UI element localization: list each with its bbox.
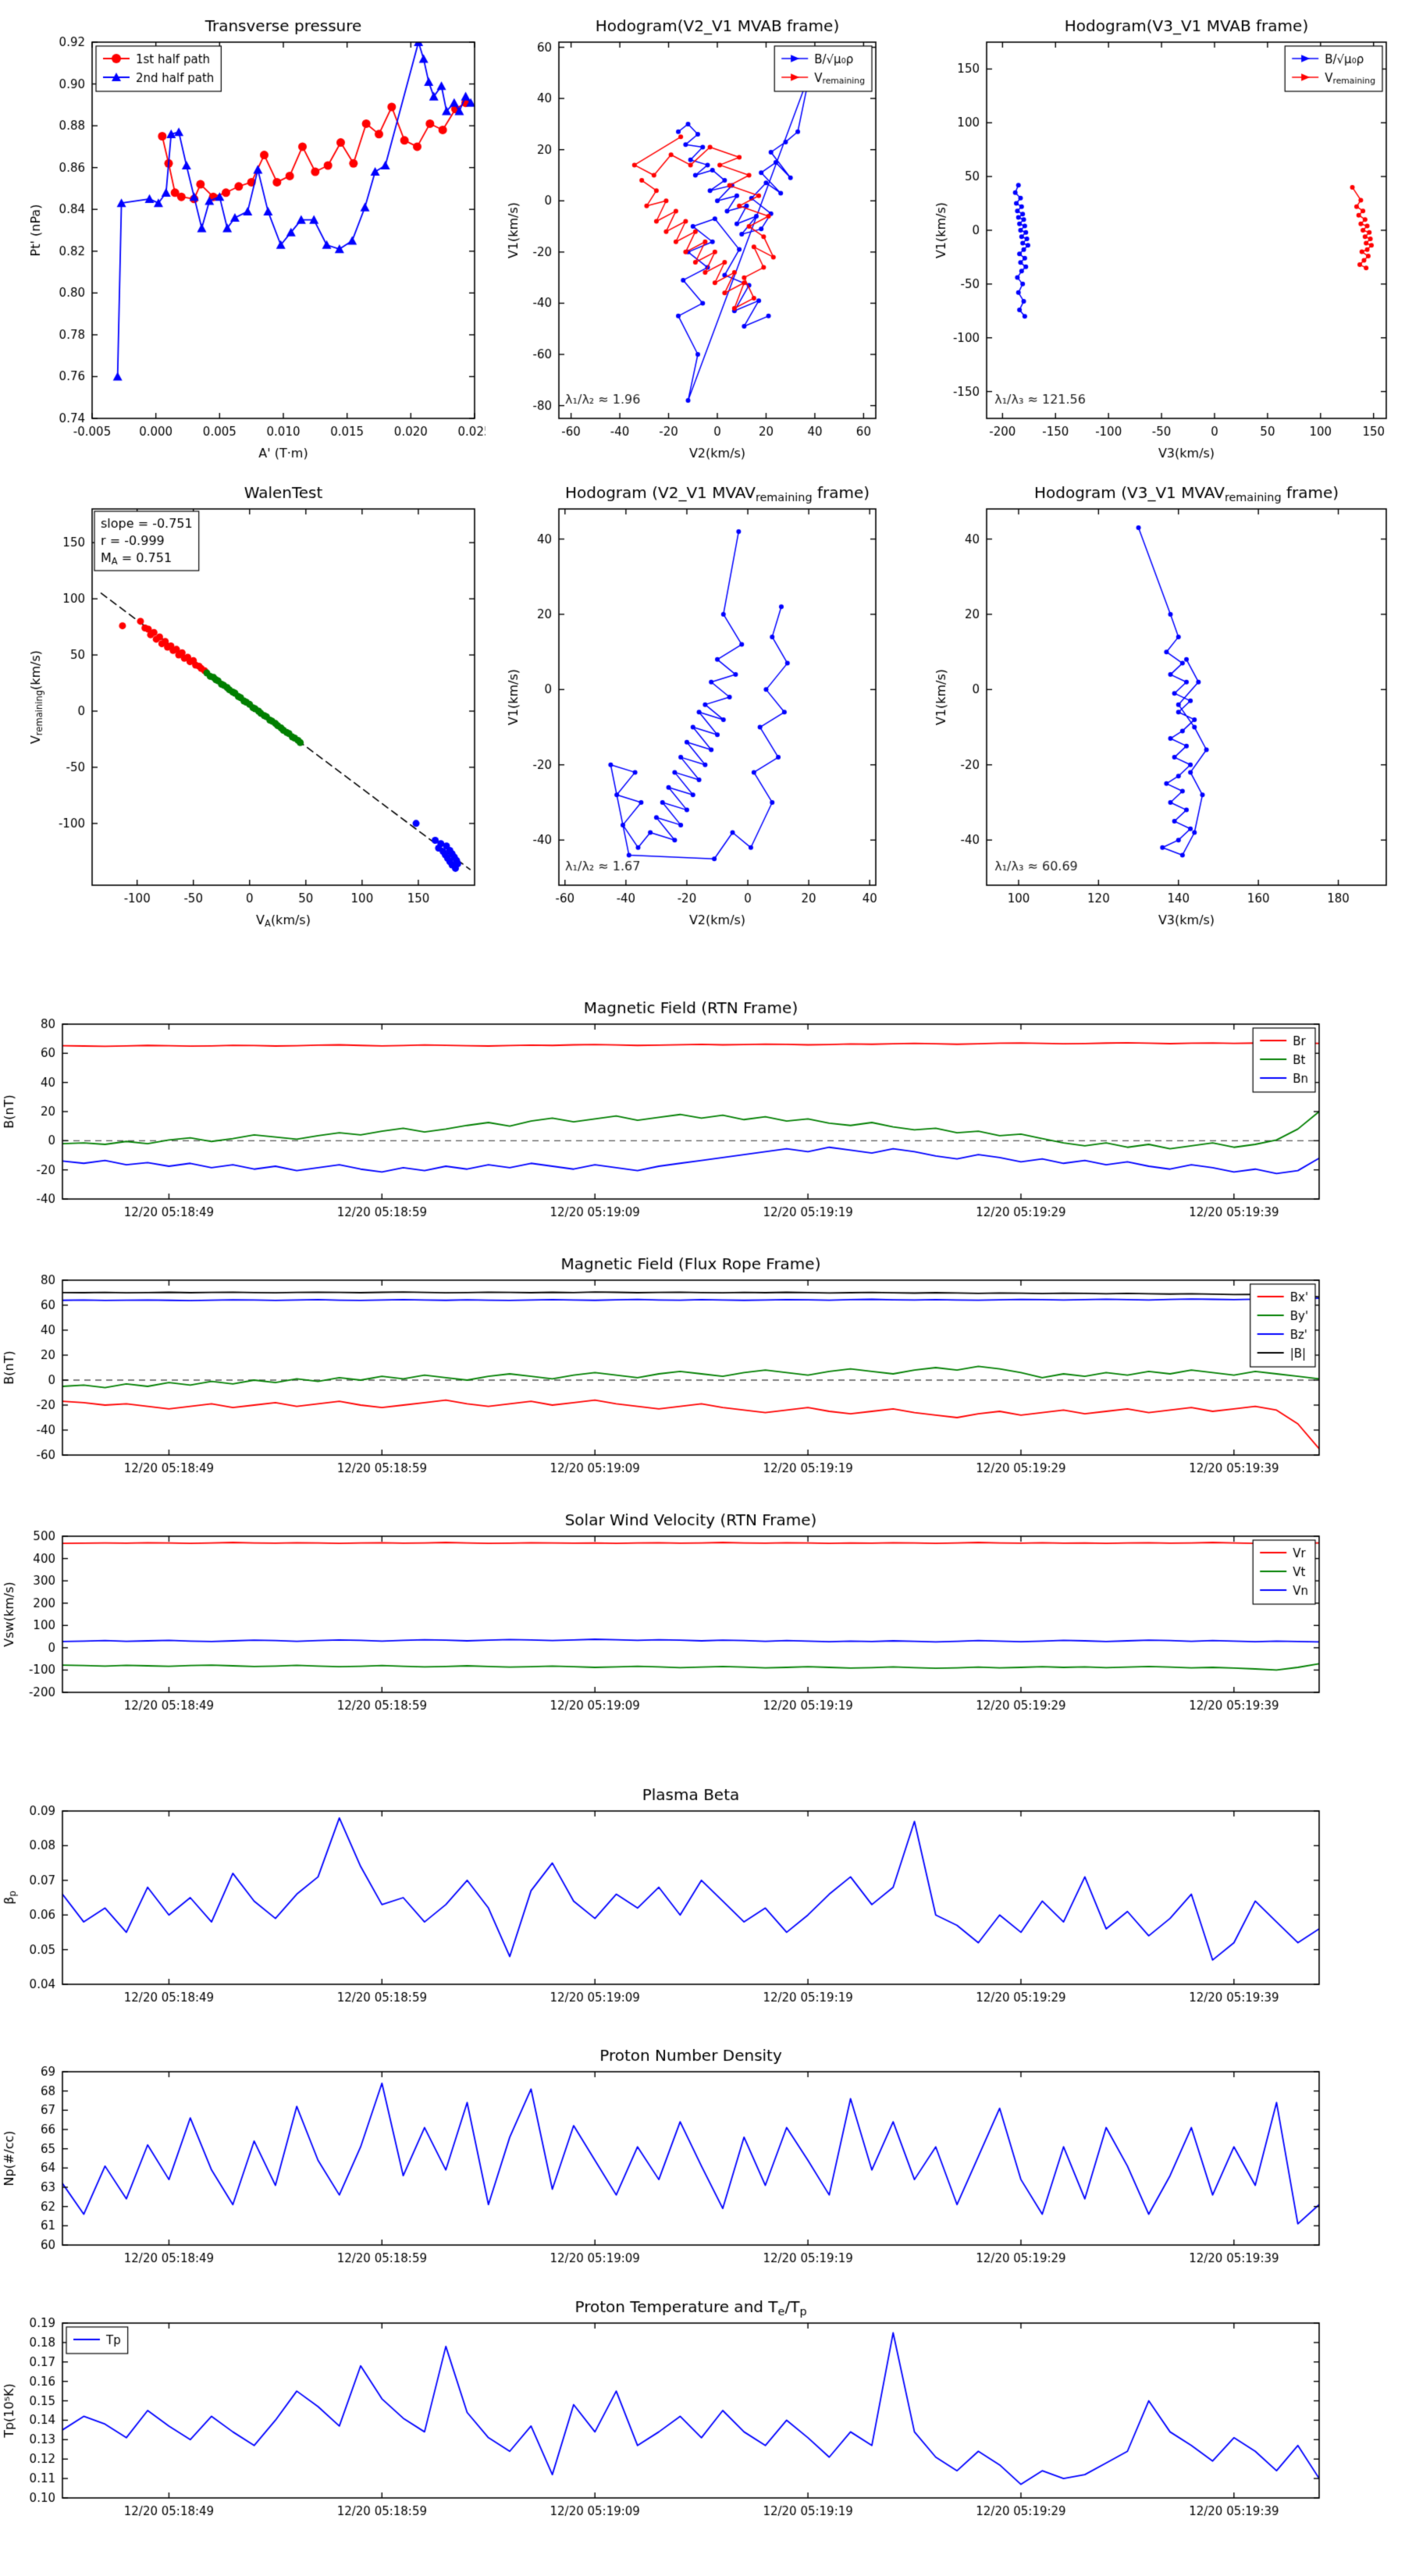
hodogram-v3v1-mvab-chart [927,6,1399,470]
hodogram-v2v1-mvav-chart [500,473,887,937]
panel-walen-test [17,473,486,937]
panel-proton-temperature [0,2287,1374,2534]
panel-hodogram-v3v1-mvab [927,6,1399,470]
proton-number-density-chart [0,2036,1374,2279]
panel-hodogram-v2v1-mvav [500,473,887,937]
proton-temperature-chart [0,2287,1374,2534]
panel-magnetic-field-flux-rope [0,1244,1374,1486]
panel-hodogram-v3v1-mvav [927,473,1399,937]
hodogram-v3v1-mvav-chart [927,473,1399,937]
magnetic-field-flux-rope-chart [0,1244,1374,1486]
transverse-pressure-chart [17,6,486,470]
panel-proton-number-density [0,2036,1374,2279]
panel-plasma-beta [0,1775,1374,2019]
hodogram-v2v1-mvab-chart [500,6,887,470]
walen-test-chart [17,473,486,937]
solar-wind-velocity-chart [0,1500,1374,1722]
panel-transverse-pressure [17,6,486,470]
panel-solar-wind-velocity [0,1500,1374,1722]
panel-magnetic-field-rtn [0,988,1374,1230]
panel-hodogram-v2v1-mvab [500,6,887,470]
magnetic-field-rtn-chart [0,988,1374,1230]
plasma-beta-chart [0,1775,1374,2019]
